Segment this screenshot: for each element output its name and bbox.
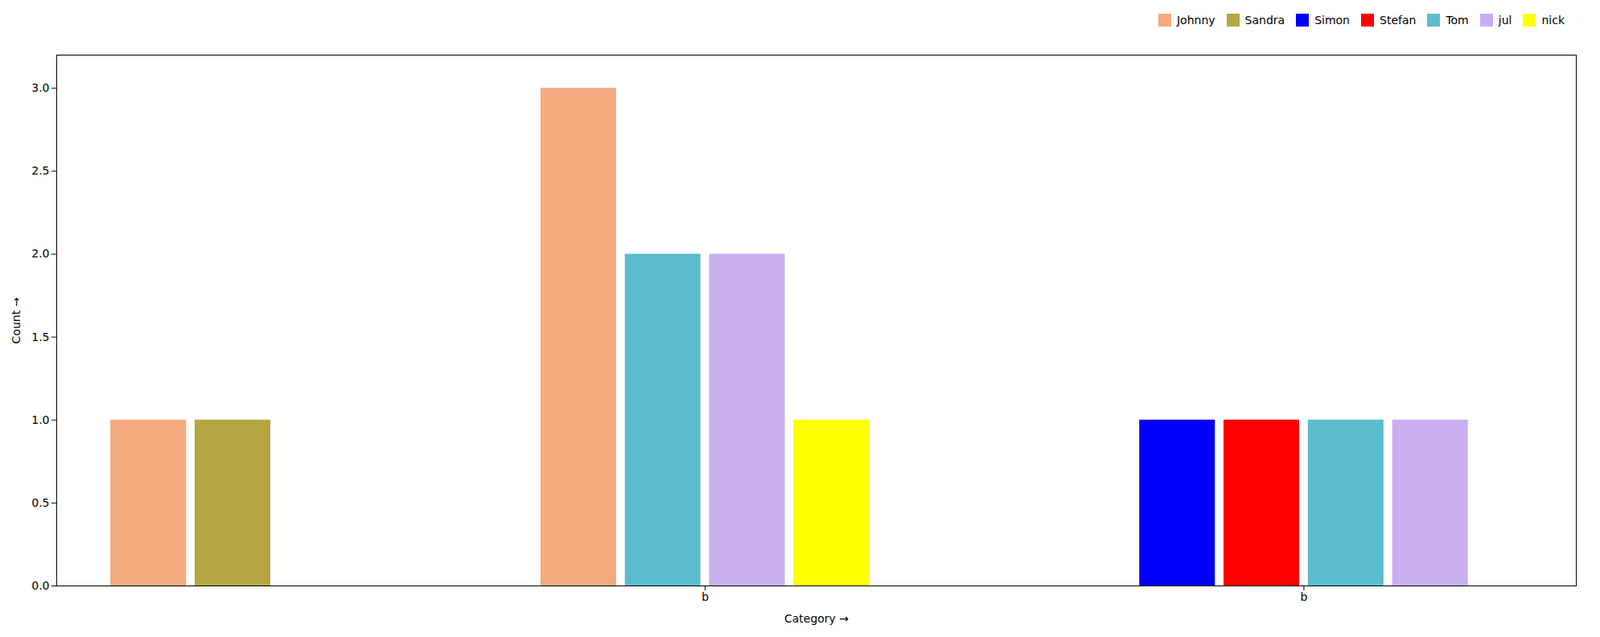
html-text:nick: nick <box>1541 13 1565 27</box>
svg-text:0.0: 0.0 <box>31 579 50 593</box>
html-text:Sandra: Sandra <box>1244 13 1285 27</box>
svg-text:1.5: 1.5 <box>31 330 50 344</box>
html-text:Johnny: Johnny <box>1176 13 1216 27</box>
svg-text:Category →: Category → <box>784 612 849 626</box>
svg-text:b: b <box>1299 590 1308 604</box>
svg-text:2.0: 2.0 <box>31 246 50 260</box>
svg-text:Count →: Count → <box>9 296 23 344</box>
html-text:jul: jul <box>1498 13 1512 27</box>
svg-text:0.5: 0.5 <box>31 496 50 510</box>
html-text:Tom: Tom <box>1445 13 1469 27</box>
svg-text:2.5: 2.5 <box>31 164 50 177</box>
html-text:Stefan: Stefan <box>1379 13 1417 27</box>
svg-text:1.0: 1.0 <box>31 413 50 427</box>
svg-text:b: b <box>701 590 709 604</box>
svg-text:3.0: 3.0 <box>31 81 50 95</box>
html-text:Simon: Simon <box>1314 13 1350 27</box>
